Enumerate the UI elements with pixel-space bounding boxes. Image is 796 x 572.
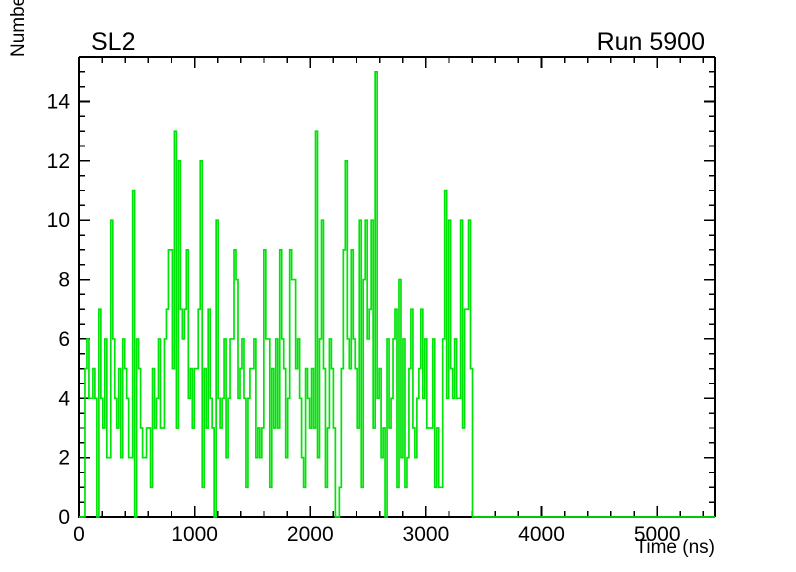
y-tick-label: 4 bbox=[58, 387, 70, 410]
y-tick-label: 6 bbox=[58, 328, 70, 351]
y-tick-label: 12 bbox=[47, 150, 70, 173]
y-tick-label: 10 bbox=[47, 209, 70, 232]
y-axis-tick-labels: 0 2 4 6 8 10 12 14 bbox=[47, 91, 71, 529]
x-tick-label: 3000 bbox=[403, 523, 450, 546]
y-tick-label: 8 bbox=[58, 269, 70, 292]
x-tick-label: 4000 bbox=[518, 523, 565, 546]
y-tick-label: 14 bbox=[47, 91, 71, 114]
x-tick-label: 0 bbox=[73, 523, 85, 546]
x-tick-label: 1000 bbox=[171, 523, 218, 546]
y-tick-label: 2 bbox=[58, 447, 70, 470]
x-axis-title: Time (ns) bbox=[635, 537, 715, 558]
run-label: Run 5900 bbox=[597, 28, 705, 56]
x-tick-label: 5000 bbox=[634, 523, 681, 546]
x-tick-label: 2000 bbox=[287, 523, 334, 546]
y-tick-label: 0 bbox=[58, 506, 70, 529]
plot-title: SL2 bbox=[91, 28, 135, 56]
y-axis-title: Number of digis bbox=[8, 0, 29, 57]
histogram-trace bbox=[79, 70, 715, 518]
x-axis-tick-labels: 0 1000 2000 3000 4000 5000 bbox=[73, 523, 680, 546]
